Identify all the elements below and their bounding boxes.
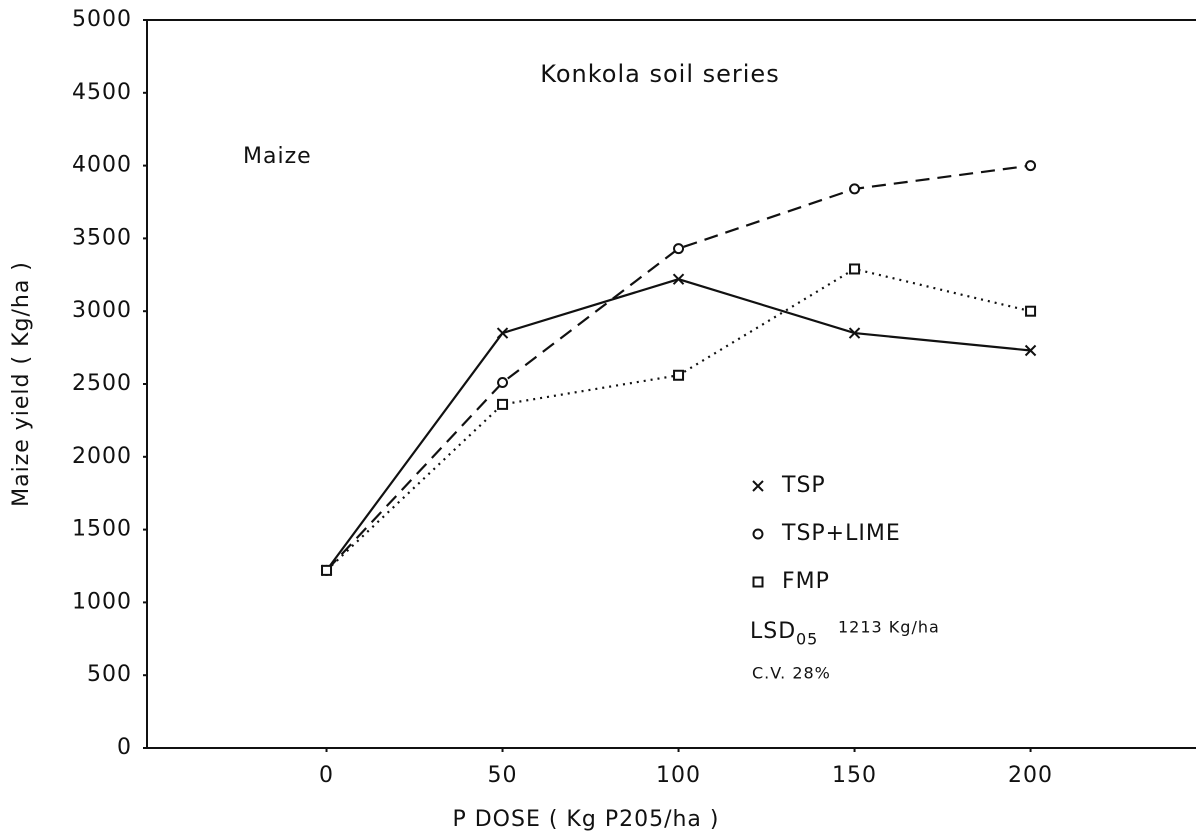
data-point: [1025, 160, 1037, 172]
legend-marker: [752, 480, 764, 492]
data-point: [496, 327, 509, 339]
data-point: [673, 243, 685, 255]
y-tick-label: 500: [87, 662, 132, 687]
y-tick-label: 3000: [72, 298, 132, 323]
legend-marker: [752, 528, 764, 540]
series-line: [325, 164, 1031, 572]
crop-label: Maize: [243, 144, 312, 169]
series-line: [325, 267, 1031, 572]
lsd-value: 1213 Kg/ha: [838, 618, 940, 637]
lsd-label: LSD: [750, 619, 796, 644]
series-line: [325, 278, 1031, 572]
y-tick-label: 2500: [72, 371, 132, 396]
x-tick-label: 0: [319, 763, 334, 788]
data-point: [321, 564, 333, 576]
data-point: [497, 398, 509, 410]
y-tick-label: 5000: [72, 7, 132, 32]
y-tick-label: 1500: [72, 517, 132, 542]
y-axis-label: Maize yield ( Kg/ha ): [9, 261, 34, 507]
cv-label: C.V. 28%: [752, 664, 831, 683]
data-point: [848, 327, 861, 339]
x-axis-label: P DOSE ( Kg P205/ha ): [452, 807, 719, 832]
legend-marker: [752, 576, 764, 588]
legend-label: TSP+LIME: [781, 521, 901, 546]
legend-label: FMP: [782, 569, 830, 594]
y-tick-label: 4000: [72, 153, 132, 178]
data-point: [673, 369, 685, 381]
chart-title: Konkola soil series: [540, 60, 779, 88]
y-tick-label: 0: [117, 735, 132, 760]
y-tick-label: 1000: [72, 589, 132, 614]
y-tick-label: 3500: [72, 225, 132, 250]
legend-label: TSP: [781, 473, 826, 498]
x-tick-label: 200: [1008, 763, 1053, 788]
y-tick-label: 2000: [72, 444, 132, 469]
x-tick-label: 150: [832, 763, 877, 788]
data-point: [1024, 344, 1037, 357]
y-tick-label: 4500: [72, 80, 132, 105]
data-point: [849, 263, 861, 275]
lsd-subscript: 05: [796, 630, 818, 649]
data-point: [1025, 305, 1037, 317]
data-point: [672, 273, 685, 285]
x-tick-label: 100: [656, 763, 701, 788]
x-tick-label: 50: [488, 763, 518, 788]
data-point: [849, 183, 861, 195]
data-point: [497, 377, 509, 389]
